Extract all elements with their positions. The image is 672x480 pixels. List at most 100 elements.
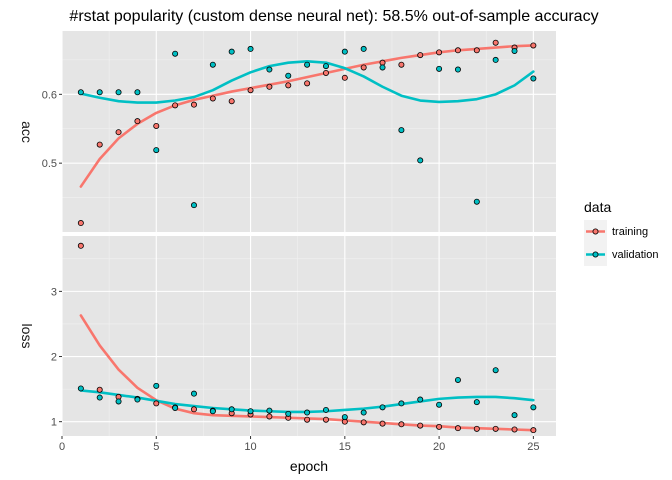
loss-y-tick-label: 2	[51, 352, 57, 364]
loss-validation-point	[454, 376, 461, 383]
acc-training-point	[360, 64, 367, 71]
acc-validation-point	[530, 75, 537, 82]
x-tick-label: 5	[153, 441, 159, 453]
loss-validation-point	[247, 408, 254, 415]
x-axis-title: epoch	[290, 458, 328, 474]
acc-training-point	[436, 49, 443, 56]
x-tick-label: 10	[244, 441, 256, 453]
loss-training-point	[398, 421, 405, 428]
acc-training-point	[228, 98, 235, 105]
loss-validation-point	[172, 404, 179, 411]
loss-training-point	[266, 413, 273, 420]
loss-training-point	[530, 427, 537, 434]
chart-title: #rstat popularity (custom dense neural n…	[69, 8, 598, 25]
acc-validation-point	[115, 89, 122, 96]
acc-panel: 0.5 0.6	[42, 31, 556, 232]
acc-y-tick-label: 0.6	[42, 89, 57, 101]
loss-training-point	[511, 426, 518, 433]
acc-training-point	[172, 102, 179, 109]
loss-training-point	[473, 425, 480, 432]
loss-y-tick-label: 3	[51, 286, 57, 298]
loss-validation-point	[341, 414, 348, 421]
loss-training-point	[96, 386, 103, 393]
acc-validation-point	[473, 198, 480, 205]
acc-validation-point	[360, 45, 367, 52]
acc-validation-point	[511, 47, 518, 54]
loss-validation-point	[511, 412, 518, 419]
loss-validation-point	[96, 394, 103, 401]
legend-point-validation	[592, 251, 599, 258]
acc-validation-point	[417, 157, 424, 164]
acc-validation-point	[77, 89, 84, 96]
acc-training-point	[266, 83, 273, 90]
loss-validation-point	[360, 409, 367, 416]
acc-validation-point	[190, 202, 197, 209]
acc-validation-point	[436, 65, 443, 72]
loss-training-point	[190, 406, 197, 413]
acc-validation-point	[304, 61, 311, 68]
loss-training-point	[454, 425, 461, 432]
loss-strip-label: loss	[19, 324, 35, 349]
acc-y-tick-label: 0.5	[42, 158, 57, 170]
loss-validation-point	[190, 390, 197, 397]
acc-validation-smooth-line	[79, 59, 535, 104]
loss-validation-point	[417, 396, 424, 403]
loss-training-point	[322, 416, 329, 423]
loss-validation-point	[115, 398, 122, 405]
acc-training-point	[77, 220, 84, 227]
acc-validation-point	[209, 61, 216, 68]
legend-label-validation: validation	[612, 249, 658, 261]
loss-training-point	[379, 420, 386, 427]
x-tick-label: 20	[433, 441, 445, 453]
loss-validation-point	[209, 408, 216, 415]
loss-validation-point	[266, 407, 273, 414]
loss-training-point	[77, 242, 84, 249]
acc-validation-point	[322, 63, 329, 70]
x-axis: 0 5 10 15 20 25	[59, 436, 539, 453]
loss-validation-point	[134, 396, 141, 403]
acc-validation-point	[379, 64, 386, 71]
loss-validation-point	[492, 367, 499, 374]
loss-validation-point	[285, 410, 292, 417]
x-tick-label: 25	[527, 441, 539, 453]
acc-validation-point	[398, 127, 405, 134]
acc-training-point	[341, 74, 348, 81]
loss-training-point	[492, 425, 499, 432]
acc-training-point	[417, 52, 424, 59]
loss-validation-point	[304, 409, 311, 416]
acc-training-point	[322, 69, 329, 76]
acc-validation-point	[172, 50, 179, 57]
loss-panel-background	[62, 236, 556, 436]
acc-validation-point	[341, 48, 348, 55]
acc-training-point	[153, 122, 160, 129]
acc-training-point	[492, 39, 499, 46]
loss-validation-point	[379, 404, 386, 411]
acc-validation-point	[228, 48, 235, 55]
acc-training-point	[190, 101, 197, 108]
acc-validation-point	[285, 72, 292, 79]
loss-y-tick-label: 1	[51, 417, 57, 429]
x-tick-label: 15	[339, 441, 351, 453]
acc-validation-point	[492, 56, 499, 63]
acc-training-point	[134, 118, 141, 125]
loss-validation-point	[228, 406, 235, 413]
loss-training-point	[417, 422, 424, 429]
loss-panel: 1 2 3	[51, 236, 556, 436]
loss-validation-point	[322, 406, 329, 413]
acc-training-point	[209, 95, 216, 102]
acc-training-point	[96, 141, 103, 148]
loss-training-point	[436, 423, 443, 430]
acc-validation-point	[247, 45, 254, 52]
legend-title: data	[584, 199, 611, 215]
acc-training-point	[247, 87, 254, 94]
legend: data training validation	[584, 199, 658, 266]
acc-training-point	[379, 59, 386, 66]
legend-point-training	[592, 228, 599, 235]
acc-training-point	[115, 129, 122, 136]
acc-training-point	[398, 61, 405, 68]
acc-validation-point	[96, 89, 103, 96]
acc-training-point	[530, 42, 537, 49]
acc-training-point	[285, 82, 292, 89]
loss-validation-point	[153, 382, 160, 389]
